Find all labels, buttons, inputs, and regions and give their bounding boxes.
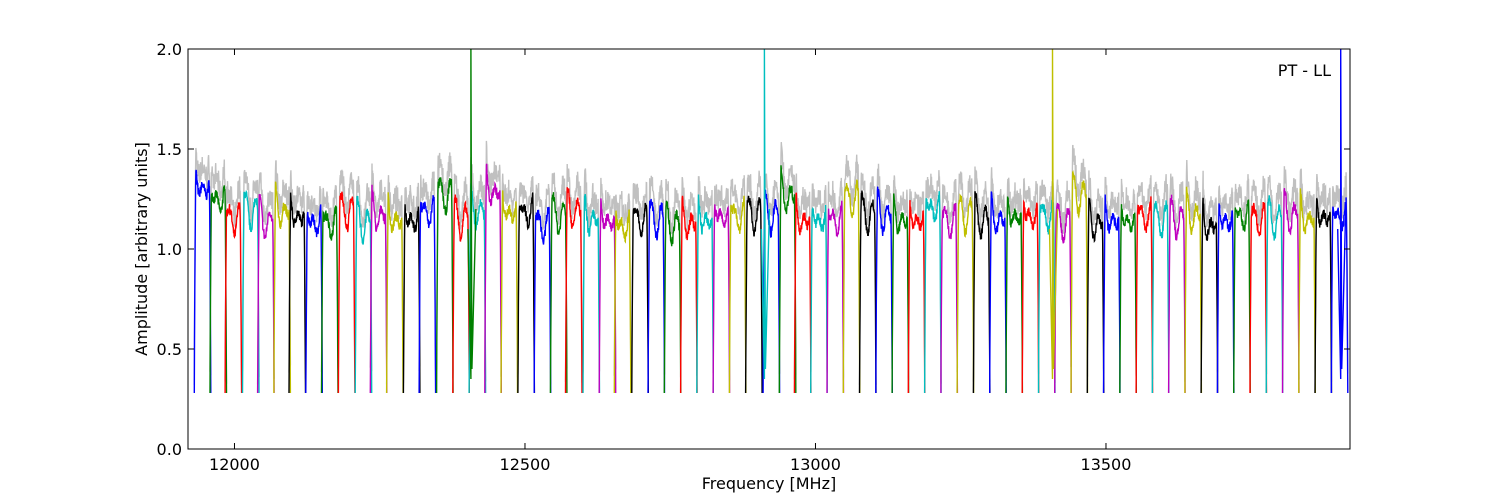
- y-tick-label: 0.5: [157, 340, 182, 359]
- channel-trace-5: [256, 194, 275, 394]
- channel-trace-7: [288, 192, 307, 394]
- x-axis-ticks: 12000 12500 13000 13500: [209, 49, 1131, 474]
- x-axis-title: Frequency [MHz]: [702, 474, 836, 493]
- channel-trace-61: [1167, 194, 1186, 394]
- channel-trace-23: [549, 192, 568, 394]
- x-tick-label: 12000: [209, 455, 260, 474]
- channel-trace-44: [891, 193, 910, 394]
- spike-trace-3: [1048, 49, 1059, 380]
- channel-trace-65: [1233, 199, 1251, 394]
- panel-annotation: PT - LL: [1278, 61, 1331, 80]
- y-tick-label: 1.0: [157, 240, 182, 259]
- plot-frame: [187, 48, 1351, 450]
- channel-trace-22: [533, 206, 552, 394]
- channel-trace-58: [1119, 204, 1137, 394]
- channel-trace-2: [209, 185, 228, 394]
- channel-trace-59: [1135, 196, 1154, 394]
- channel-trace-42: [858, 190, 877, 394]
- channel-trace-27: [613, 209, 632, 394]
- channel-trace-38: [793, 192, 812, 394]
- channel-trace-47: [940, 202, 959, 394]
- channel-trace-6: [273, 181, 292, 394]
- channel-trace-34: [728, 195, 747, 394]
- y-axis-ticks: 0.0 0.5 1.0 1.5 2.0: [157, 40, 1350, 459]
- channel-trace-24: [564, 187, 583, 394]
- channel-trace-71: [1330, 197, 1349, 394]
- channel-trace-29: [647, 198, 666, 394]
- y-tick-label: 2.0: [157, 40, 182, 59]
- channel-trace-56: [1086, 197, 1105, 394]
- channel-trace-28: [631, 202, 649, 394]
- channel-trace-48: [956, 193, 975, 394]
- channel-trace-12: [369, 184, 388, 394]
- channel-trace-26: [598, 198, 617, 394]
- y-tick-label: 1.5: [157, 140, 182, 159]
- channel-trace-41: [842, 179, 861, 394]
- channel-trace-43: [875, 186, 893, 394]
- channel-trace-46: [923, 191, 942, 394]
- spike-trace-1: [467, 49, 477, 380]
- channel-trace-36: [762, 189, 781, 394]
- plot-area: [193, 49, 1349, 394]
- channel-trace-14: [402, 204, 421, 394]
- channel-trace-20: [500, 190, 519, 394]
- channel-trace-49: [972, 191, 991, 394]
- channel-trace-68: [1281, 188, 1300, 394]
- channel-trace-57: [1102, 194, 1121, 394]
- channel-trace-32: [696, 194, 714, 394]
- channel-trace-30: [663, 200, 682, 394]
- channel-trace-11: [354, 195, 373, 394]
- channel-trace-52: [1021, 199, 1040, 394]
- channel-trace-15: [418, 195, 437, 394]
- channel-trace-63: [1200, 197, 1219, 394]
- x-tick-label: 12500: [500, 455, 551, 474]
- channel-trace-13: [385, 192, 404, 394]
- channel-trace-60: [1151, 200, 1170, 394]
- channel-trace-62: [1184, 186, 1203, 394]
- channel-trace-66: [1249, 201, 1268, 394]
- spike-trace-4: [1337, 49, 1347, 380]
- channel-trace-50: [989, 191, 1007, 394]
- y-axis-title: Amplitude [arbitrary units]: [132, 142, 151, 356]
- y-tick-label: 0.0: [157, 440, 182, 459]
- channel-trace-40: [826, 200, 845, 394]
- channel-trace-4: [241, 189, 260, 394]
- spike-trace-2: [760, 49, 771, 380]
- channel-trace-67: [1265, 195, 1284, 394]
- channel-trace-16: [435, 177, 454, 394]
- channel-trace-19: [484, 163, 502, 394]
- channel-trace-21: [517, 192, 536, 394]
- channel-trace-9: [320, 205, 339, 394]
- channel-trace-1: [193, 169, 212, 394]
- reference-trace: [193, 140, 1349, 386]
- channel-trace-33: [712, 204, 731, 394]
- channel-trace-17: [452, 194, 470, 394]
- x-tick-label: 13000: [790, 455, 841, 474]
- channel-trace-35: [744, 195, 763, 394]
- channel-trace-70: [1314, 197, 1333, 394]
- channel-trace-45: [907, 200, 926, 394]
- channel-trace-69: [1298, 188, 1316, 394]
- channel-trace-54: [1054, 202, 1072, 394]
- x-tick-label: 13500: [1081, 455, 1132, 474]
- channel-trace-25: [582, 194, 601, 394]
- channel-trace-8: [305, 204, 323, 394]
- channel-trace-55: [1070, 170, 1089, 394]
- channel-trace-51: [1005, 196, 1024, 394]
- channel-trace-39: [810, 204, 828, 394]
- channel-trace-37: [778, 165, 797, 394]
- channel-trace-10: [337, 191, 356, 394]
- channel-trace-3: [224, 202, 243, 394]
- channel-trace-31: [679, 195, 698, 394]
- channel-trace-64: [1216, 203, 1235, 394]
